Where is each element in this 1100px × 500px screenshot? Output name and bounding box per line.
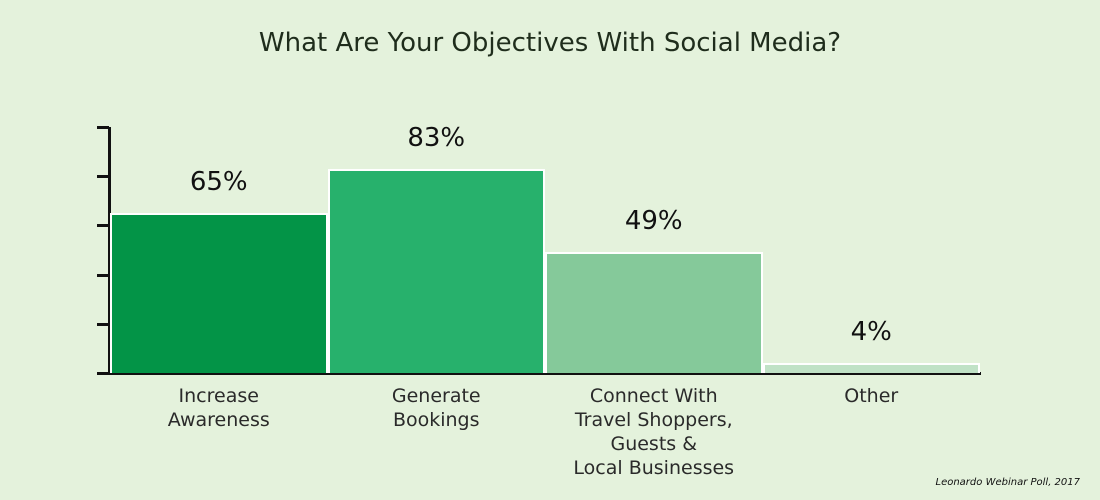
category-label: Increase Awareness [167,385,270,431]
category-label: Connect With Travel Shoppers, Guests & L… [573,385,735,479]
bar-value-label: 4% [850,317,892,348]
bar-value-label: 65% [189,167,248,198]
y-tick [97,175,109,179]
bar-value-label: 49% [624,206,683,237]
bar [545,252,763,373]
category-label: Generate Bookings [391,385,481,431]
y-tick [97,322,109,326]
x-axis [108,372,981,375]
bar [762,363,980,373]
category-label: Other [844,385,899,407]
y-tick [97,273,109,277]
y-tick [97,224,109,228]
y-axis [108,127,111,374]
y-tick [97,372,109,375]
bar [110,213,328,373]
bar-value-label: 83% [407,122,466,153]
y-tick [97,126,109,129]
bar [327,168,545,373]
chart-title: What Are Your Objectives With Social Med… [258,28,842,58]
source-note: Leonardo Webinar Poll, 2017 [935,477,1081,488]
